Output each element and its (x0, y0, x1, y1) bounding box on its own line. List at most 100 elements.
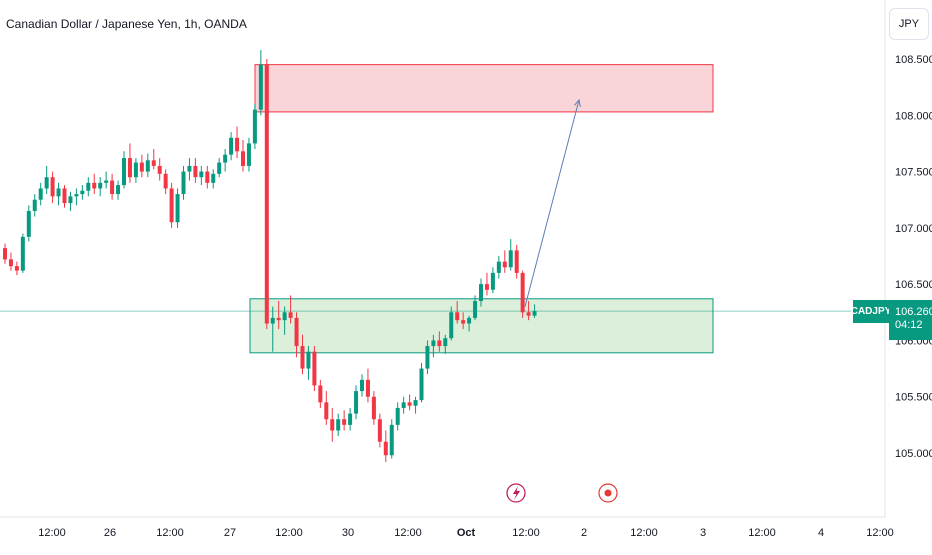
candle-body[interactable] (479, 284, 483, 302)
candle-body[interactable] (508, 250, 513, 268)
candle-body[interactable] (157, 165, 162, 174)
candle-body[interactable] (116, 185, 121, 195)
candle-body[interactable] (163, 173, 168, 189)
candle-body[interactable] (80, 190, 85, 195)
candle-body[interactable] (413, 400, 418, 406)
candle-body[interactable] (193, 165, 198, 178)
candle-body[interactable] (437, 340, 442, 347)
candle-body[interactable] (514, 250, 519, 273)
candle-body[interactable] (407, 402, 412, 406)
candle-body[interactable] (86, 182, 91, 191)
candle-body[interactable] (258, 64, 263, 110)
time-tick-label: 12:00 (866, 527, 894, 539)
candle-body[interactable] (473, 301, 478, 318)
candle-body[interactable] (276, 317, 281, 321)
candle-body[interactable] (32, 199, 37, 211)
candle-body[interactable] (246, 143, 251, 166)
candle-body[interactable] (354, 391, 359, 414)
candle-body[interactable] (365, 379, 370, 397)
candle-body[interactable] (484, 284, 489, 290)
candle-body[interactable] (20, 236, 25, 271)
candle-body[interactable] (288, 312, 293, 318)
candle-body[interactable] (360, 379, 364, 392)
candle-body[interactable] (211, 173, 216, 183)
candle-body[interactable] (139, 162, 144, 172)
time-tick-label: 30 (342, 527, 354, 539)
candle-body[interactable] (229, 137, 234, 155)
candle-body[interactable] (151, 160, 156, 166)
candle-body[interactable] (324, 402, 329, 420)
candle-body[interactable] (383, 441, 388, 456)
candle-body[interactable] (199, 171, 204, 178)
candle-body[interactable] (68, 196, 73, 204)
candle-body[interactable] (187, 165, 192, 172)
candle-body[interactable] (98, 182, 103, 189)
candle-body[interactable] (496, 261, 501, 273)
candle-body[interactable] (425, 346, 430, 369)
candle-body[interactable] (282, 312, 287, 321)
candle-body[interactable] (401, 402, 406, 408)
candle-body[interactable] (14, 266, 19, 271)
candle-body[interactable] (389, 424, 394, 456)
candle-body[interactable] (336, 419, 341, 431)
candle-body[interactable] (419, 368, 424, 401)
candle-body[interactable] (318, 385, 323, 403)
candle-body[interactable] (110, 180, 115, 195)
candle-body[interactable] (377, 419, 382, 442)
candle-body[interactable] (145, 160, 150, 172)
candle-body[interactable] (133, 162, 138, 178)
candle-body[interactable] (181, 171, 186, 195)
candle-body[interactable] (449, 312, 454, 339)
candle-body[interactable] (241, 151, 245, 166)
candle-body[interactable] (520, 272, 525, 313)
candle-body[interactable] (44, 177, 49, 189)
candle-body[interactable] (467, 317, 472, 324)
candle-body[interactable] (330, 419, 335, 431)
candle-body[interactable] (38, 188, 43, 200)
candle-body[interactable] (312, 351, 317, 386)
candle-body[interactable] (526, 312, 531, 316)
candle-body[interactable] (371, 396, 376, 420)
candle-body[interactable] (8, 259, 13, 267)
candle-body[interactable] (56, 188, 61, 197)
candle-body[interactable] (461, 320, 466, 324)
candle-body[interactable] (122, 158, 126, 186)
candle-body[interactable] (127, 158, 132, 178)
candle-body[interactable] (50, 177, 55, 197)
candle-body[interactable] (175, 194, 180, 223)
candle-body[interactable] (252, 109, 257, 144)
candle-body[interactable] (443, 338, 448, 347)
candle-body[interactable] (348, 413, 353, 425)
candle-body[interactable] (62, 188, 67, 204)
candle-body[interactable] (74, 194, 79, 197)
candle-body[interactable] (294, 317, 299, 347)
candle-body[interactable] (342, 419, 347, 425)
candle-body[interactable] (395, 407, 400, 425)
candle-body[interactable] (431, 340, 436, 347)
candle-body[interactable] (490, 272, 495, 290)
candle-body[interactable] (104, 180, 109, 183)
candle-body[interactable] (270, 317, 275, 324)
candle-body[interactable] (92, 182, 97, 189)
candle-body[interactable] (455, 312, 460, 321)
time-tick-label: 12:00 (156, 527, 184, 539)
candle-body[interactable] (502, 261, 507, 268)
candle-body[interactable] (169, 188, 174, 223)
candle-body[interactable] (205, 171, 210, 183)
chart-title: Canadian Dollar / Japanese Yen, 1h, OAND… (6, 17, 247, 31)
candle-body[interactable] (532, 311, 537, 316)
candle-body[interactable] (235, 137, 240, 152)
candle-body[interactable] (223, 154, 228, 163)
support-zone[interactable] (249, 298, 714, 354)
candle-body[interactable] (306, 351, 311, 369)
candle-body[interactable] (300, 346, 305, 369)
resistance-zone[interactable] (254, 64, 714, 113)
candle-body[interactable] (217, 162, 222, 174)
candle-body[interactable] (3, 248, 7, 260)
currency-button[interactable]: JPY (889, 8, 929, 40)
candle-body[interactable] (264, 64, 269, 324)
projection-arrow[interactable] (524, 99, 580, 307)
candle-body[interactable] (26, 210, 31, 237)
